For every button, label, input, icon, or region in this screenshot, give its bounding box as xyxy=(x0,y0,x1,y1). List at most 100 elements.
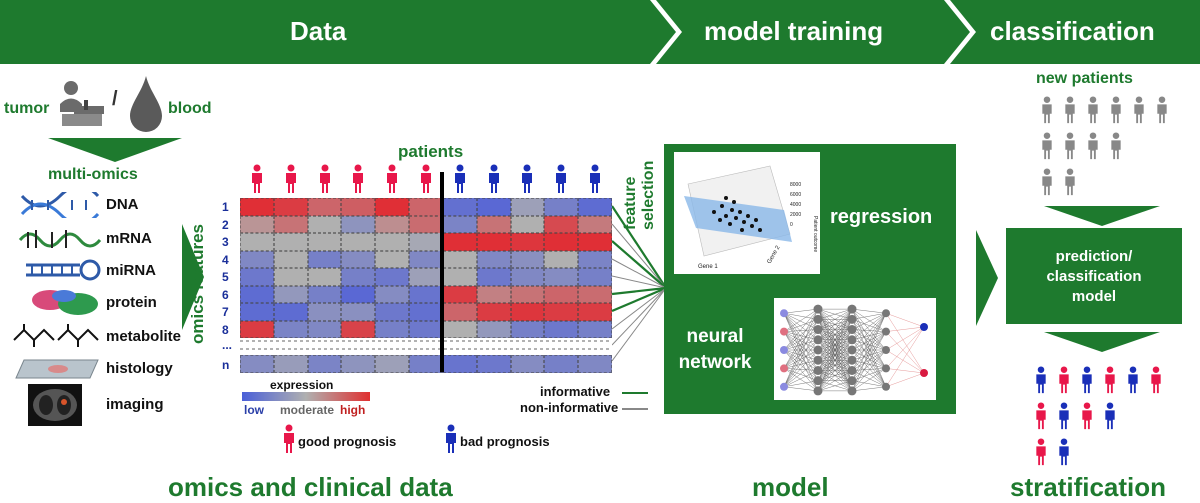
heatmap-cell xyxy=(341,233,376,251)
new-patient-icon xyxy=(1065,132,1075,160)
heatmap-cell xyxy=(544,215,579,233)
bottom-title-stratification: stratification xyxy=(1010,472,1167,502)
nn-connection xyxy=(783,349,819,371)
blood-drop-icon xyxy=(130,76,162,132)
heatmap-cell xyxy=(476,250,511,268)
omic-label-metabolite: metabolite xyxy=(106,328,182,345)
heatmap-cell xyxy=(442,250,477,268)
feature-row-label: 5 xyxy=(222,270,229,284)
nn-connection xyxy=(851,309,887,387)
bad-prognosis-patient-icon xyxy=(556,164,567,193)
new-patient-icon xyxy=(1065,96,1075,124)
nn-connection xyxy=(817,309,853,391)
nn-connection xyxy=(817,380,853,392)
nn-connection xyxy=(783,331,819,351)
nn-connection xyxy=(783,309,819,387)
nn-connection xyxy=(851,313,887,371)
nn-node xyxy=(847,365,857,375)
bad-prognosis-patient-icon xyxy=(1105,402,1115,430)
nn-node xyxy=(780,364,788,373)
nn-connection xyxy=(851,339,887,369)
legend-moderate: moderate xyxy=(280,403,335,417)
nn-node xyxy=(813,376,823,386)
nn-connection xyxy=(783,329,819,332)
nn-connection xyxy=(783,313,819,351)
nn-connection xyxy=(885,326,925,387)
heatmap-cell xyxy=(544,303,579,321)
nn-connection xyxy=(851,331,887,371)
heatmap-cell xyxy=(273,303,308,321)
heatmap-cell xyxy=(273,285,308,303)
heatmap-cell xyxy=(510,198,545,216)
bad-prognosis-patient-icon xyxy=(1082,366,1092,394)
patient-icon-row xyxy=(240,164,612,198)
nn-connection xyxy=(783,349,819,369)
good-prognosis-patient-icon xyxy=(421,164,431,193)
heatmap-cell xyxy=(409,355,443,373)
good-prognosis-patient-icon xyxy=(353,164,364,193)
heatmap-cell xyxy=(375,198,410,216)
nn-connection xyxy=(783,331,819,361)
new-patient-icon xyxy=(1088,132,1098,160)
nn-connection xyxy=(817,329,853,391)
heatmap-cell xyxy=(240,303,274,321)
nn-connection xyxy=(817,308,853,340)
heatmap-cell xyxy=(578,250,612,268)
heatmap-cell xyxy=(510,285,545,303)
nn-node xyxy=(813,325,823,335)
heatmap-cell xyxy=(409,303,443,321)
surgeon-icon xyxy=(60,81,104,126)
heatmap-cell xyxy=(510,303,545,321)
nn-connection xyxy=(851,360,887,387)
heatmap-cell xyxy=(375,303,410,321)
heatmap-ellipsis-dividers xyxy=(240,340,612,350)
nn-connection xyxy=(851,349,887,392)
nn-node xyxy=(847,325,857,335)
nn-node xyxy=(780,327,788,336)
neural-label: neural xyxy=(686,326,744,347)
new-patient-icon xyxy=(1157,96,1167,124)
heatmap-cell xyxy=(307,355,342,373)
z-tick-3: 2000 xyxy=(790,212,801,218)
nn-connection xyxy=(783,319,819,351)
nn-connection xyxy=(851,319,887,369)
heatmap-cell xyxy=(544,268,579,286)
nn-connection xyxy=(851,309,887,369)
heatmap-cell xyxy=(476,215,511,233)
nn-connection xyxy=(783,339,819,387)
nn-connection xyxy=(783,331,819,391)
nn-connection xyxy=(851,331,887,381)
nn-connection xyxy=(851,331,887,361)
nn-connection xyxy=(851,380,887,387)
omics-features-label: omics features xyxy=(188,224,207,344)
axis-label-outcome: Patient outcome xyxy=(812,216,818,252)
legend-high: high xyxy=(340,403,366,417)
nn-connection xyxy=(783,329,819,387)
nn-connection xyxy=(817,309,853,371)
non-informative-feature-line xyxy=(612,275,667,289)
heatmap-cell xyxy=(578,285,612,303)
new-patients-label: new patients xyxy=(1036,70,1133,87)
heatmap-cell xyxy=(240,233,274,251)
nn-connection xyxy=(851,339,887,387)
nn-node xyxy=(882,364,890,373)
new-patient-icon xyxy=(1042,96,1052,124)
nn-node xyxy=(882,346,890,354)
heatmap-cell xyxy=(510,355,545,373)
heatmap-cell xyxy=(578,355,612,373)
feature-row-labels: 1 2 3 4 5 6 7 8... n xyxy=(222,198,238,378)
legend-informative-line xyxy=(622,392,648,394)
expression-legend-title: expression xyxy=(270,378,334,392)
heatmap-cell xyxy=(476,320,511,338)
heatmap-cell xyxy=(341,303,376,321)
nn-node xyxy=(780,382,788,391)
data-arrow xyxy=(182,224,204,330)
heatmap-cell xyxy=(442,233,477,251)
informative-feature-line xyxy=(612,286,667,313)
heatmap-cell xyxy=(375,268,410,286)
heatmap-cell xyxy=(476,233,511,251)
omic-label-mrna: mRNA xyxy=(106,230,152,247)
heatmap-cell xyxy=(476,198,511,216)
heatmap-cell xyxy=(307,268,342,286)
nn-connection xyxy=(885,349,925,374)
